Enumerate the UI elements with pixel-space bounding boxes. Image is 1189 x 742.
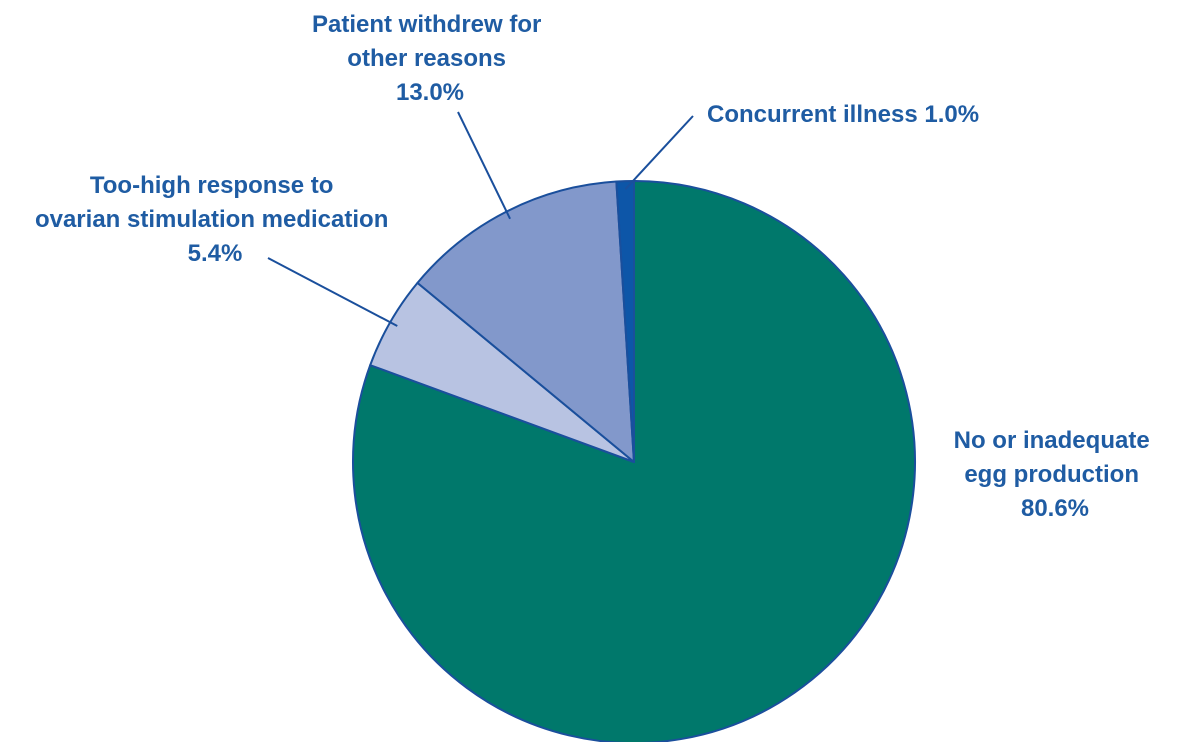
leader-line-too-high-response xyxy=(267,257,398,327)
leader-lines xyxy=(267,111,694,327)
pie-slices xyxy=(352,180,916,742)
pie-slice-egg-production xyxy=(352,180,916,742)
slice-label-egg-production: No or inadequate egg production 80.6% xyxy=(954,427,1157,522)
slice-label-too-high-response: Too-high response to ovarian stimulation… xyxy=(35,172,395,267)
leader-line-concurrent-illness xyxy=(624,115,694,190)
slice-label-patient-withdrew: Patient withdrew for other reasons 13.0% xyxy=(312,11,548,106)
slice-label-concurrent-illness: Concurrent illness 1.0% xyxy=(707,101,979,128)
leader-line-patient-withdrew xyxy=(457,111,511,220)
